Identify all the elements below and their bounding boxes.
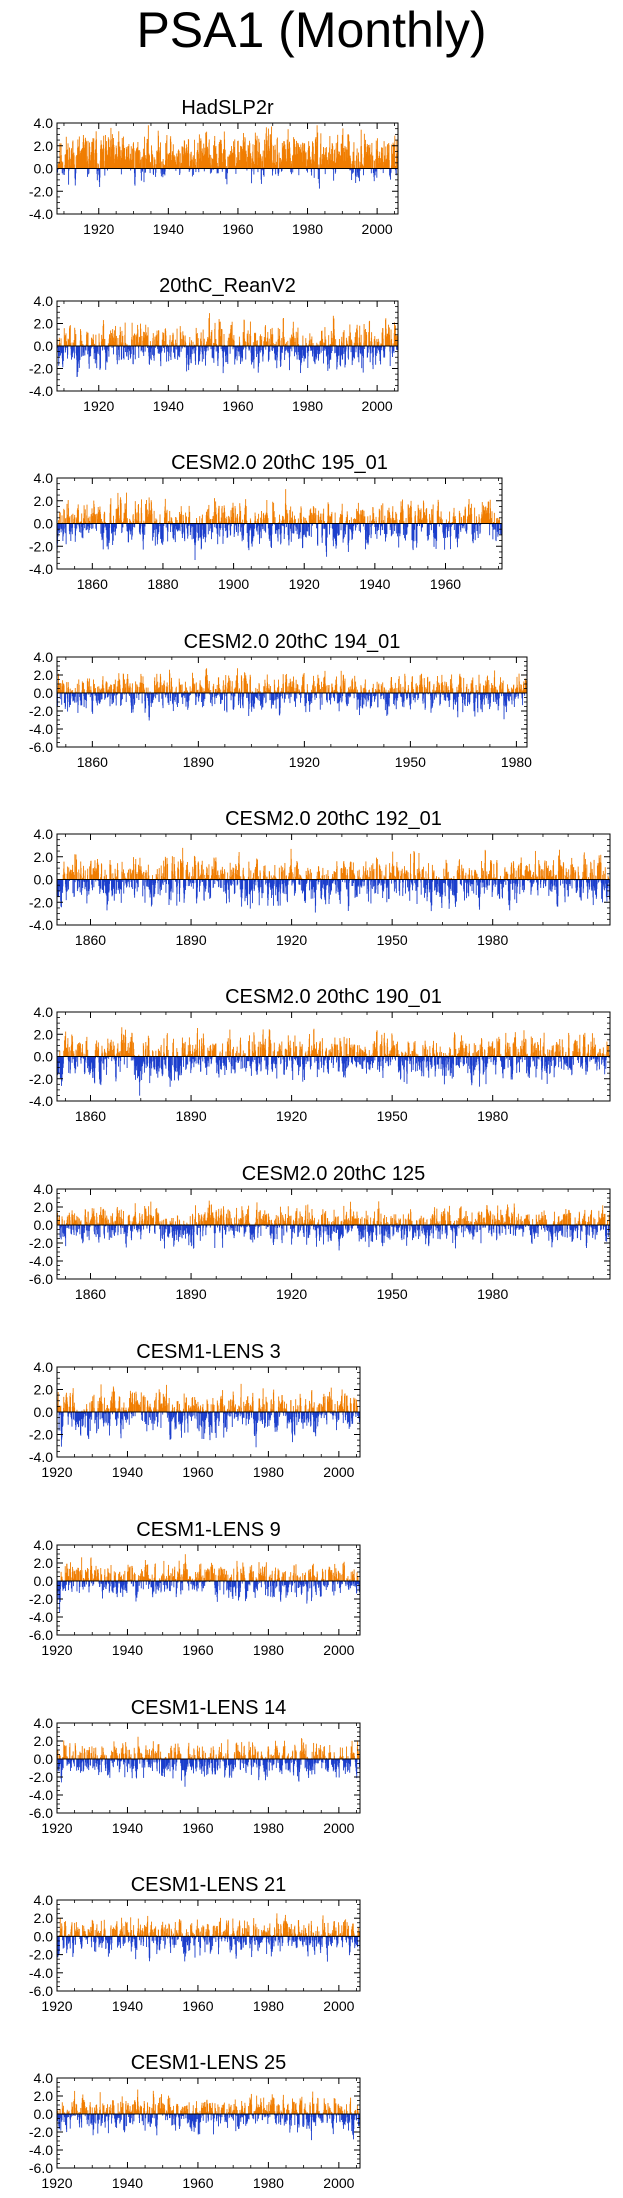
x-tick-label: 1860: [77, 576, 108, 592]
x-tick-label: 1960: [222, 398, 253, 414]
y-tick-label: 2.0: [34, 138, 54, 154]
panel-title: CESM2.0 20thC 194_01: [184, 631, 401, 653]
x-tick-label: 1920: [83, 398, 114, 414]
y-tick-label: 0.0: [34, 161, 54, 177]
x-tick-label: 1900: [218, 576, 249, 592]
y-tick-label: 2.0: [34, 493, 54, 509]
x-tick-label: 1880: [147, 576, 178, 592]
y-tick-label: -2.0: [29, 361, 53, 377]
y-tick-label: 4.0: [34, 470, 54, 486]
y-tick-label: -4.0: [29, 383, 53, 399]
x-tick-label: 1920: [289, 576, 320, 592]
bar-series: [56, 313, 399, 377]
x-tick-label: 2000: [362, 221, 393, 237]
y-tick-label: -4.0: [29, 561, 53, 577]
x-tick-label: 1940: [359, 576, 390, 592]
chart-panel: HadSLP2r 4.0 2.0 0.0 -2.0 -4.0 1920 1940 1960 198…: [29, 97, 399, 237]
x-tick-label: 1940: [153, 398, 184, 414]
y-tick-label: 2.0: [34, 316, 54, 332]
panel-title: HadSLP2r: [181, 97, 274, 119]
y-tick-label: -2.0: [29, 183, 53, 199]
y-tick-label: -4.0: [29, 206, 53, 222]
y-tick-label: 4.0: [34, 115, 54, 131]
bar-series: [56, 489, 503, 560]
y-tick-label: 4.0: [34, 293, 54, 309]
chart-panel: CESM2.0 20thC 194_014.02.00.0-2.0-4.0-6.…: [29, 631, 532, 770]
y-tick-label: 0.0: [34, 338, 54, 354]
page-title: PSA1 (Monthly): [0, 2, 623, 60]
x-tick-label: 2000: [362, 398, 393, 414]
x-tick-label: 1960: [430, 576, 461, 592]
x-tick-label: 1980: [292, 221, 323, 237]
chart-panel: CESM2.0 20thC 195_01 4.0 2.0 0.0 -2.0 -4.0 186…: [29, 452, 503, 592]
panel-title: CESM2.0 20thC 195_01: [171, 452, 388, 474]
y-tick-label: 0.0: [34, 516, 54, 532]
x-tick-label: 1980: [292, 398, 323, 414]
bar-series: [56, 125, 399, 189]
x-tick-label: 1920: [83, 221, 114, 237]
chart-panel: 20thC_ReanV2 4.0 2.0 0.0 -2.0 -4.0 1920 1940 196…: [29, 275, 399, 414]
y-tick-label: -2.0: [29, 538, 53, 554]
x-tick-label: 1960: [222, 221, 253, 237]
panel-title: 20thC_ReanV2: [159, 275, 296, 297]
x-tick-label: 1940: [153, 221, 184, 237]
bar-series: [56, 668, 528, 721]
